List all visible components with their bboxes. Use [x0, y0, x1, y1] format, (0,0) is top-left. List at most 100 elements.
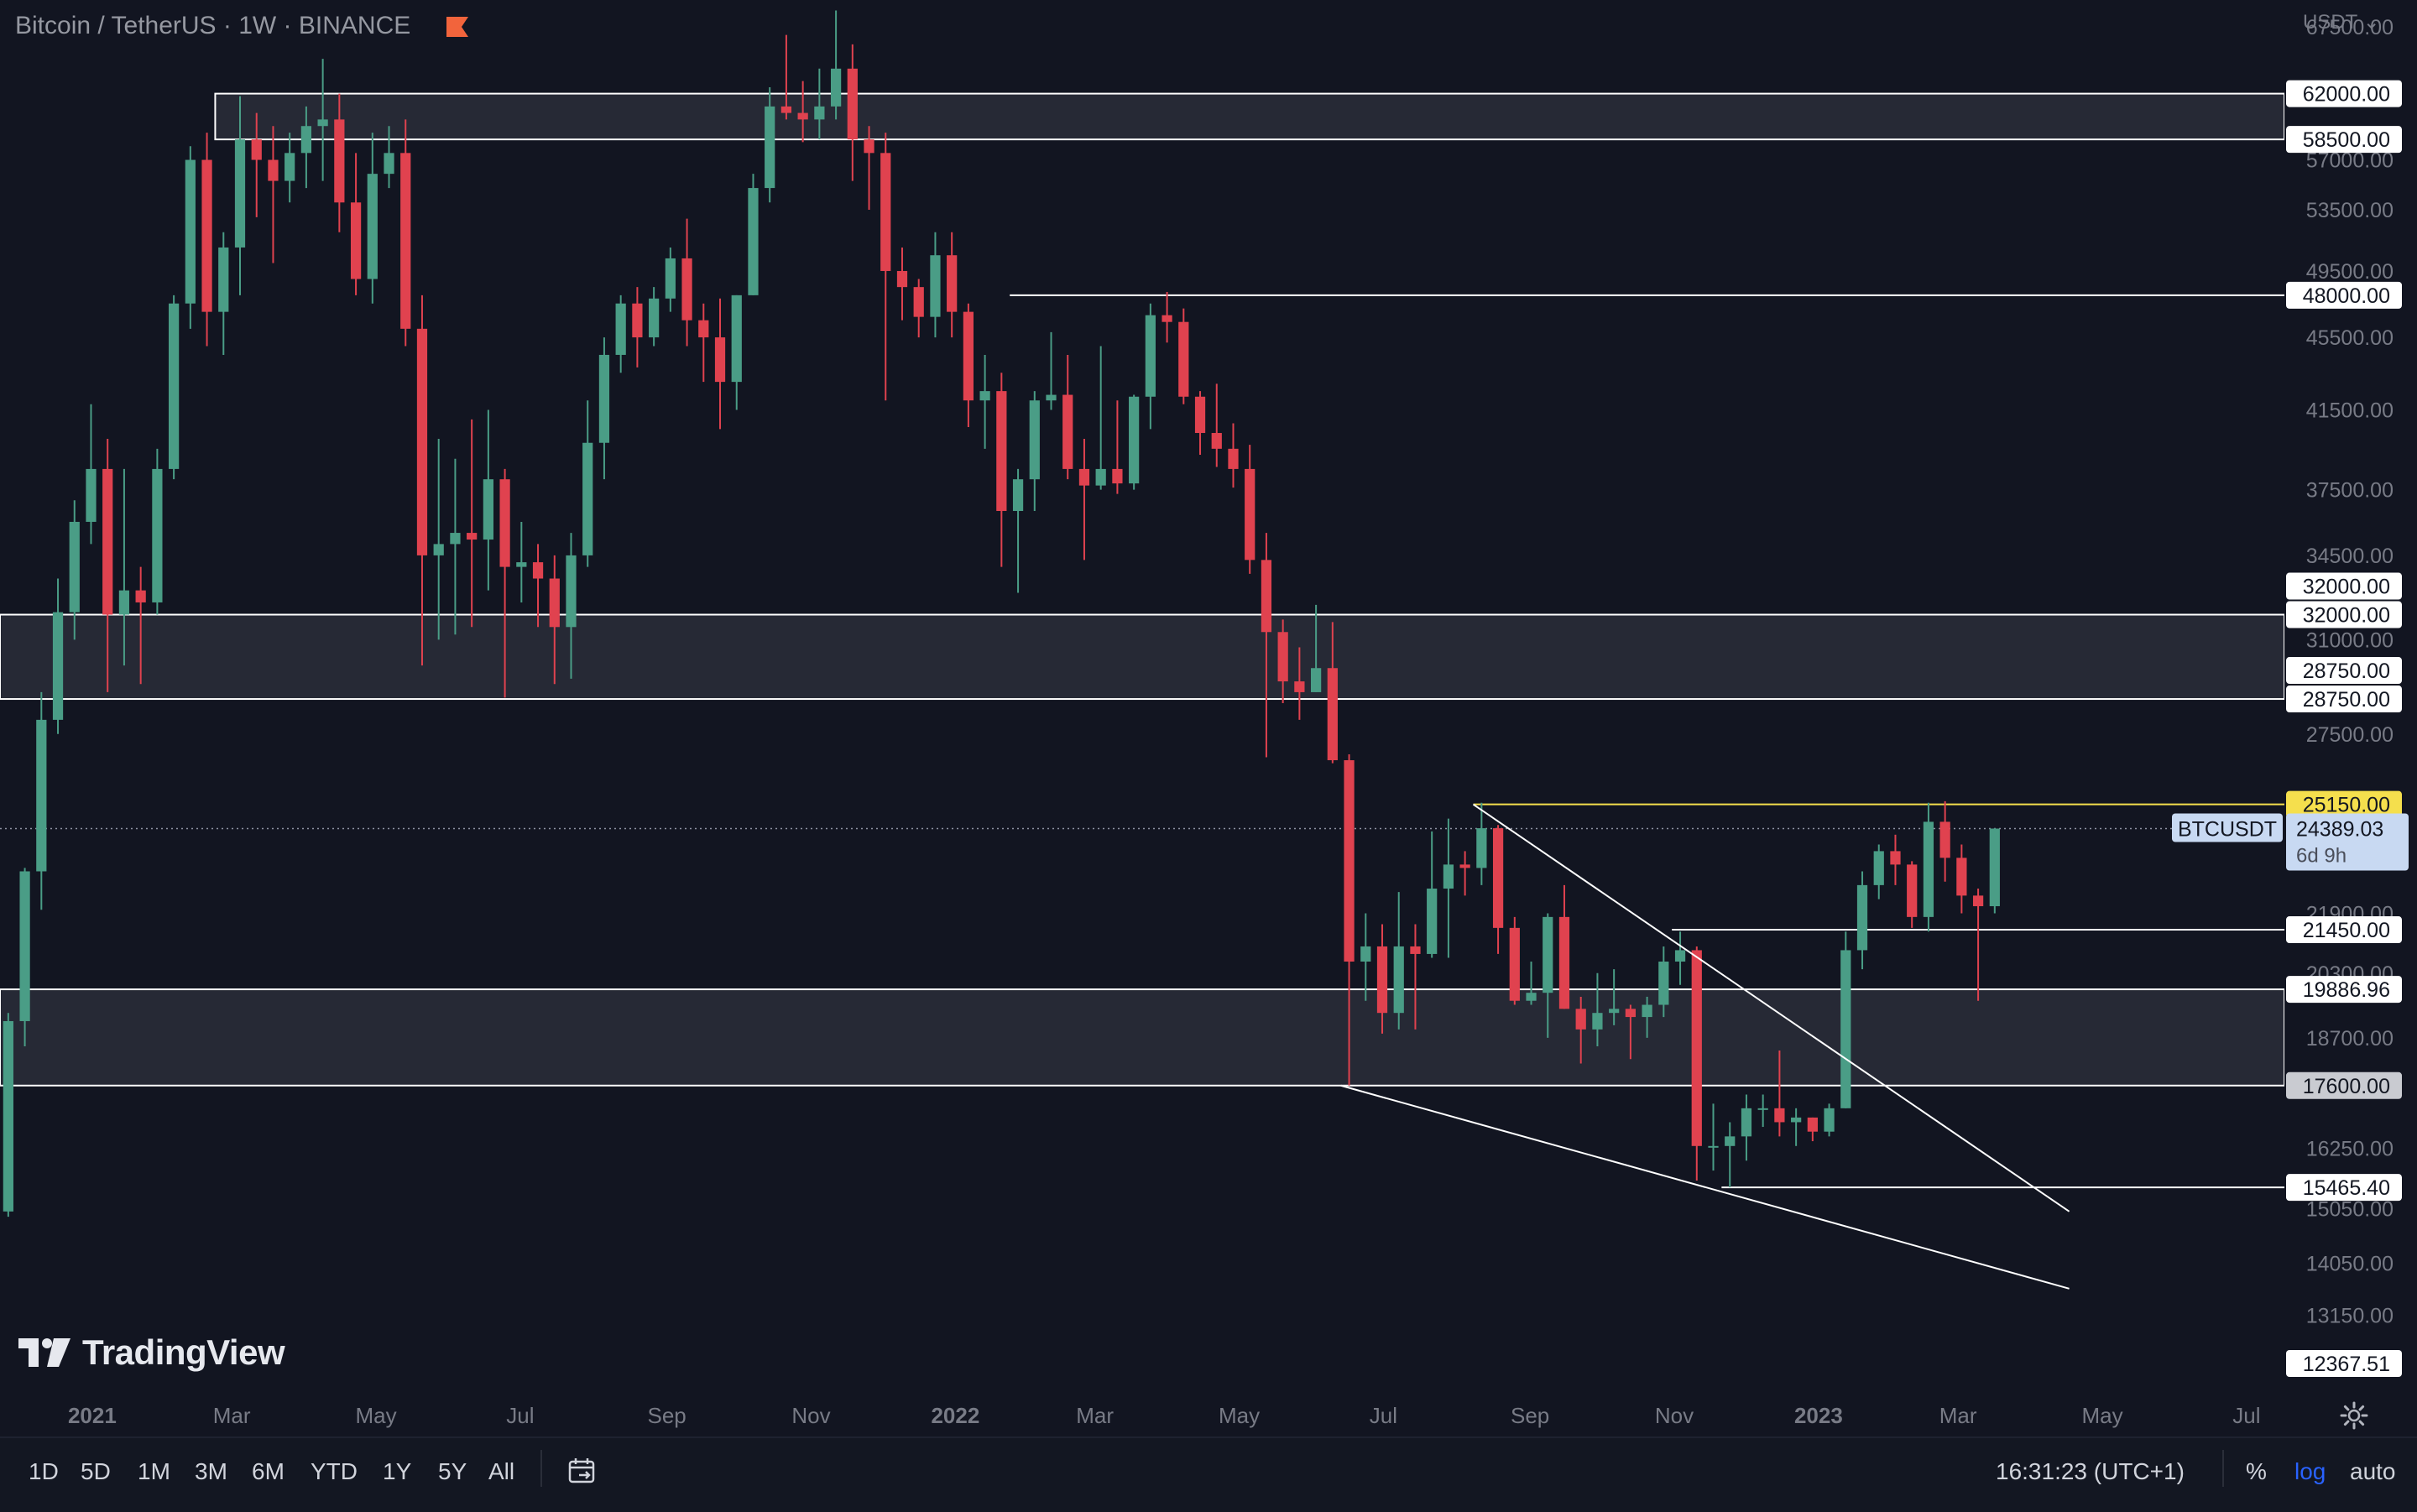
flag-icon[interactable]	[446, 17, 468, 37]
candle	[913, 279, 924, 338]
timeframe-button-1y[interactable]: 1Y	[383, 1458, 412, 1484]
candle	[963, 303, 974, 428]
candle	[300, 106, 312, 189]
candle	[1856, 871, 1868, 970]
horizontal-levels	[0, 294, 2284, 1189]
candle-body	[1956, 858, 1967, 896]
candle-body	[317, 119, 328, 127]
candle-body	[765, 106, 775, 189]
zone-box	[0, 613, 2285, 701]
log-scale-button[interactable]: log	[2294, 1458, 2326, 1484]
timeframe-button-1d[interactable]: 1D	[29, 1458, 59, 1484]
candle-body	[1558, 916, 1570, 1009]
time-tick-label: Mar	[1939, 1403, 1977, 1428]
candle	[483, 409, 493, 591]
time-tick-label: Jul	[506, 1403, 534, 1428]
timeframe-button-ytd[interactable]: YTD	[311, 1458, 358, 1484]
candle	[1310, 604, 1322, 692]
candle-body	[1062, 394, 1073, 469]
candle-body	[499, 479, 510, 567]
candle	[1526, 962, 1537, 1005]
tradingview-watermark[interactable]: TradingView	[18, 1332, 285, 1373]
currency-selector[interactable]: USDT ⌄	[2303, 10, 2380, 34]
candle-body	[1029, 400, 1040, 480]
auto-scale-button[interactable]: auto	[2350, 1458, 2396, 1484]
candle	[1956, 844, 1967, 914]
goto-date-icon[interactable]	[567, 1457, 598, 1487]
time-axis[interactable]: 2021 Mar May Jul Sep Nov 2022 Mar May Jul Sep Nov 20…	[0, 1393, 2417, 1436]
price-tick-label: 18700.00	[2306, 1027, 2394, 1051]
candle	[1725, 1122, 1736, 1188]
time-tick-label: Jul	[1370, 1403, 1397, 1428]
candle	[1228, 423, 1239, 488]
candle	[1393, 892, 1404, 1030]
candle-body	[135, 590, 146, 602]
currency-label: USDT	[2303, 11, 2357, 34]
candle	[1459, 851, 1470, 896]
candle-body	[1360, 946, 1371, 962]
candle-body	[1824, 1108, 1835, 1132]
candle-body	[532, 562, 544, 579]
candle-body	[814, 106, 825, 120]
price-tick-label: 41500.00	[2306, 399, 2394, 422]
clock-timezone[interactable]: 16:31:23 (UTC+1)	[1996, 1458, 2185, 1484]
candle-body	[1095, 468, 1106, 486]
price-label-text: 17600.00	[2303, 1075, 2390, 1098]
candle	[1873, 844, 1884, 899]
time-tick-label: Mar	[1076, 1403, 1114, 1428]
price-label-box	[2286, 601, 2402, 628]
candle-body	[1625, 1009, 1636, 1018]
candle-body	[234, 139, 246, 248]
candle	[118, 468, 130, 666]
timeframe-button-1m[interactable]: 1M	[138, 1458, 170, 1484]
gear-icon[interactable]	[2340, 1401, 2368, 1430]
price-label-text: 25150.00	[2303, 794, 2390, 817]
chevron-down-icon: ⌄	[2362, 11, 2380, 34]
percent-scale-button[interactable]: %	[2246, 1458, 2267, 1484]
candle	[350, 153, 362, 295]
price-label-box	[2286, 1174, 2402, 1202]
price-tick-label: 57000.00	[2306, 149, 2394, 173]
candle-body	[1592, 1013, 1603, 1030]
candle-body	[19, 871, 30, 1021]
candle-body	[400, 153, 411, 329]
candle-body	[797, 112, 808, 120]
candle	[1824, 1103, 1835, 1137]
timeframe-button-5d[interactable]: 5D	[81, 1458, 111, 1484]
price-label-text: 48000.00	[2303, 284, 2390, 308]
candle	[1360, 913, 1371, 1001]
candlestick-series	[3, 10, 2000, 1217]
price-axis[interactable]: 67500.00 57000.00 53500.00 49500.00 45500.00…	[2172, 0, 2417, 1426]
timeframe-button-5y[interactable]: 5Y	[438, 1458, 467, 1484]
candle-body	[1046, 394, 1057, 401]
candle-body	[830, 68, 842, 107]
price-label-box	[2286, 80, 2402, 107]
candle	[1543, 913, 1553, 1038]
candle-body	[1691, 950, 1702, 1146]
price-tick-label: 34500.00	[2306, 545, 2394, 568]
price-tick-label: 67500.00	[2306, 16, 2394, 39]
price-tick-label: 37500.00	[2306, 479, 2394, 503]
timeframe-button-all[interactable]: All	[488, 1458, 515, 1484]
candle	[1890, 834, 1901, 885]
candle-body	[300, 126, 312, 154]
candle-body	[880, 153, 891, 271]
candle	[1194, 391, 1206, 455]
candle	[1658, 946, 1669, 1018]
candle	[168, 295, 180, 480]
price-tick-label: 13150.00	[2306, 1304, 2394, 1327]
candle-body	[1327, 668, 1338, 761]
candle-body	[102, 468, 113, 615]
candle	[665, 247, 676, 312]
symbol-title[interactable]: Bitcoin / TetherUS · 1W · BINANCE	[15, 12, 411, 39]
price-label: 25150.00	[2286, 790, 2402, 818]
candle-body	[86, 468, 97, 522]
timeframe-button-6m[interactable]: 6M	[252, 1458, 285, 1484]
candle-body	[632, 303, 643, 338]
candle-body	[384, 153, 394, 175]
symbol-legend[interactable]: Bitcoin / TetherUS · 1W · BINANCE	[15, 12, 410, 40]
timeframe-button-3m[interactable]: 3M	[195, 1458, 227, 1484]
candle-body	[433, 544, 444, 555]
candle-body	[1873, 851, 1884, 885]
